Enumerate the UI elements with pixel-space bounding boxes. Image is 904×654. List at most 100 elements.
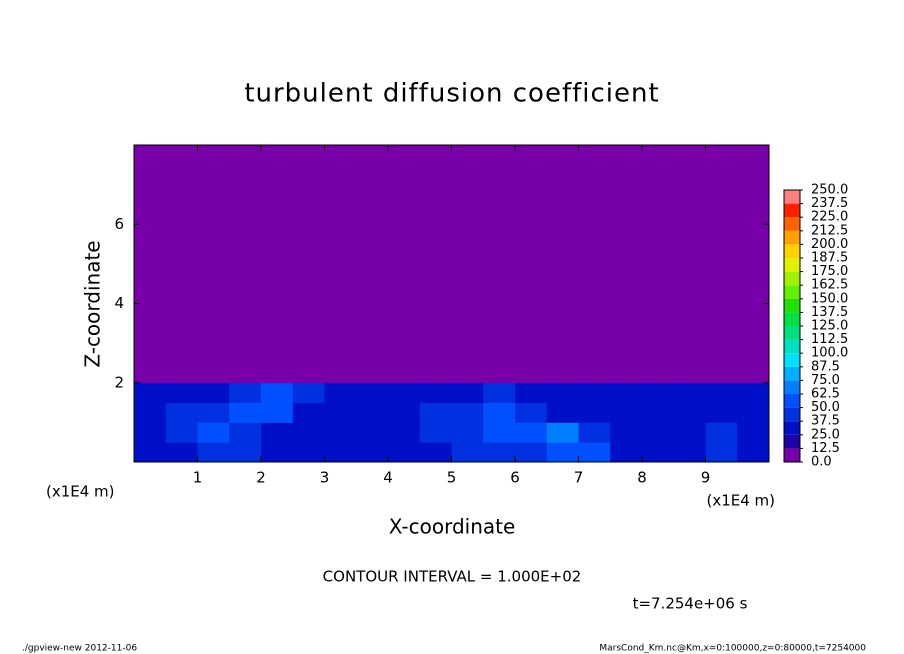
colorbar-swatch: [784, 244, 800, 258]
heat-cell: [197, 422, 230, 443]
colorbar-swatch: [784, 298, 800, 313]
heat-cell: [419, 442, 452, 463]
heat-cell: [451, 382, 484, 404]
y-axis-label: Z-coordinate: [81, 240, 105, 367]
heat-cell: [292, 442, 325, 463]
heat-cell: [419, 402, 452, 423]
heat-cell: [134, 382, 167, 404]
heat-cell: [134, 422, 167, 443]
colorbar-label: 175.0: [811, 264, 848, 279]
colorbar-swatch: [784, 285, 800, 299]
heat-cell: [610, 402, 643, 423]
heat-cell: [483, 422, 516, 443]
chart-title: turbulent diffusion coefficient: [244, 79, 659, 109]
footer: MarsCond_Km.nc@Km,x=0:100000,z=0:80000,t…: [599, 644, 866, 654]
heat-cell: [134, 402, 167, 423]
heat-cell: [673, 422, 706, 443]
heat-cell: [705, 422, 738, 443]
heat-cell: [673, 402, 706, 423]
heat-cell: [578, 422, 611, 443]
heat-cell: [356, 402, 389, 423]
colorbar-swatch: [784, 190, 800, 204]
heat-cell: [165, 402, 198, 423]
colorbar-label: 250.0: [811, 183, 848, 198]
heat-cell: [483, 145, 516, 384]
annotation: t=7.254e+06 s: [633, 595, 748, 613]
heat-cell: [673, 145, 706, 384]
heat-cell: [165, 422, 198, 443]
colorbar-label: 125.0: [811, 319, 848, 334]
heat-cell: [705, 442, 738, 463]
heat-cell: [292, 382, 325, 404]
colorbar-swatch: [784, 339, 800, 354]
heat-cell: [324, 402, 357, 423]
y-tick-label: 2: [114, 373, 124, 391]
heat-cell: [229, 402, 262, 423]
heat-cell: [578, 402, 611, 423]
heat-cell: [673, 442, 706, 463]
heat-cell: [419, 145, 452, 384]
x-unit: (x1E4 m): [706, 492, 775, 510]
heat-cell: [737, 145, 770, 384]
annotation: CONTOUR INTERVAL = 1.000E+02: [323, 568, 582, 586]
colorbar-swatch: [784, 366, 800, 381]
heat-cell: [324, 382, 357, 404]
colorbar-swatch: [784, 421, 800, 435]
colorbar-label: 137.5: [811, 305, 848, 320]
heat-cell: [356, 382, 389, 404]
heat-cell: [292, 402, 325, 423]
colorbar-label: 12.5: [811, 441, 840, 456]
heat-cell: [388, 422, 421, 443]
heat-cell: [578, 145, 611, 384]
heat-cell: [642, 402, 675, 423]
heat-cell: [134, 145, 167, 384]
heat-cell: [610, 382, 643, 404]
x-axis-label: X-coordinate: [389, 515, 516, 539]
x-tick-label: 9: [701, 469, 711, 487]
colorbar-label: 100.0: [811, 346, 848, 361]
heat-cell: [388, 382, 421, 404]
heat-cell: [388, 145, 421, 384]
heat-cell: [356, 442, 389, 463]
x-tick-label: 4: [383, 469, 393, 487]
heat-cell: [483, 402, 516, 423]
x-tick-label: 5: [447, 469, 457, 487]
heat-cell: [451, 145, 484, 384]
colorbar-swatch: [784, 258, 800, 272]
heat-cell: [546, 442, 579, 463]
heat-cell: [610, 442, 643, 463]
colorbar-label: 150.0: [811, 291, 848, 306]
colorbar-swatch: [784, 380, 800, 394]
heat-cell: [197, 145, 230, 384]
colorbar-swatch: [784, 230, 800, 245]
heat-cell: [546, 422, 579, 443]
heat-cell: [261, 442, 294, 463]
heat-cell: [737, 422, 770, 443]
heat-cell: [165, 442, 198, 463]
heat-cell: [451, 442, 484, 463]
colorbar-label: 225.0: [811, 210, 848, 225]
heat-cell: [229, 145, 262, 384]
colorbar-label: 75.0: [811, 373, 840, 388]
x-tick-label: 8: [637, 469, 647, 487]
y-unit: (x1E4 m): [46, 483, 115, 501]
heat-cell: [610, 422, 643, 443]
colorbar-label: 25.0: [811, 427, 840, 442]
heat-cell: [134, 442, 167, 463]
y-tick-label: 6: [114, 215, 124, 233]
x-tick-label: 2: [256, 469, 266, 487]
heat-cell: [356, 145, 389, 384]
heat-cell: [642, 442, 675, 463]
colorbar-swatch: [784, 217, 800, 231]
heat-cell: [610, 145, 643, 384]
heat-cell: [515, 442, 548, 463]
heat-cell: [642, 422, 675, 443]
heat-cell: [261, 382, 294, 404]
heat-cell: [324, 442, 357, 463]
heat-cell: [642, 382, 675, 404]
heat-cell: [197, 382, 230, 404]
heat-cell: [388, 442, 421, 463]
colorbar-label: 62.5: [811, 387, 840, 402]
heat-cell: [419, 382, 452, 404]
